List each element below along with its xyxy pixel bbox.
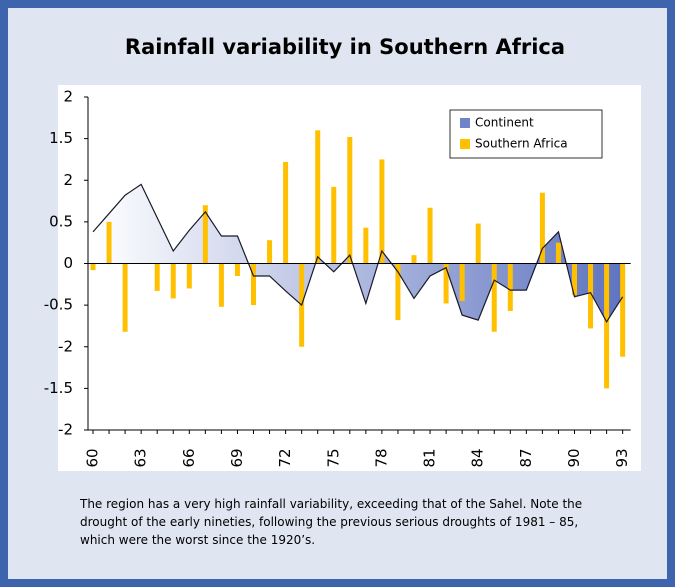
y-tick-label: 2 <box>63 88 73 106</box>
bar <box>170 263 176 299</box>
y-tick-label: -2 <box>58 421 73 439</box>
legend-label: Continent <box>475 116 534 130</box>
y-tick-label: 0.5 <box>49 212 73 230</box>
caption-line: drought of the early nineties, following… <box>80 515 579 529</box>
x-tick-label: 75 <box>324 448 342 467</box>
bar <box>555 242 561 264</box>
bar <box>507 263 513 311</box>
bar <box>491 263 497 332</box>
caption: The region has a very high rainfall vari… <box>80 495 640 549</box>
bar <box>315 130 321 264</box>
bar <box>363 227 369 264</box>
bar <box>106 221 112 264</box>
bar <box>186 263 192 289</box>
bar <box>218 263 224 307</box>
bar <box>620 263 626 357</box>
bar <box>331 186 337 264</box>
chart-title: Rainfall variability in Southern Africa <box>125 35 565 59</box>
bar <box>395 263 401 321</box>
x-tick-label: 90 <box>565 448 583 467</box>
bar <box>267 240 273 264</box>
y-tick-label: -0.5 <box>44 296 73 314</box>
bar <box>379 159 385 264</box>
bar <box>539 192 545 264</box>
bar <box>427 207 433 264</box>
x-tick-label: 72 <box>276 448 294 467</box>
x-tick-label: 81 <box>421 448 439 467</box>
x-tick-label: 84 <box>469 448 487 467</box>
bar <box>572 263 577 296</box>
x-tick-label: 60 <box>84 448 102 467</box>
continent-line <box>92 183 624 323</box>
x-tick-label: 93 <box>613 448 631 467</box>
bar <box>475 223 481 264</box>
x-tick-label: 78 <box>372 448 390 467</box>
bar <box>90 263 96 271</box>
bar <box>604 263 610 389</box>
x-tick-label: 69 <box>228 448 246 467</box>
y-tick-label: 1.5 <box>49 129 73 147</box>
y-tick-label: -2 <box>58 337 73 355</box>
bar <box>347 136 353 264</box>
legend-label: Southern Africa <box>475 137 568 151</box>
legend-swatch <box>460 118 470 128</box>
y-tick-label: -1.5 <box>44 379 73 397</box>
bar <box>154 263 160 291</box>
legend-swatch <box>460 139 470 149</box>
legend-box <box>449 109 603 159</box>
bar <box>443 263 449 304</box>
bar <box>251 263 256 306</box>
x-tick-label: 63 <box>132 448 150 467</box>
bar <box>588 263 594 329</box>
caption-line: which were the worst since the 1920’s. <box>80 533 316 547</box>
bar <box>122 263 128 332</box>
caption-line: The region has a very high rainfall vari… <box>80 497 583 511</box>
bar <box>283 161 289 264</box>
y-tick-label: 2 <box>63 171 73 189</box>
continent-area <box>93 184 623 322</box>
bar <box>202 205 208 264</box>
x-tick-label: 66 <box>180 448 198 467</box>
bar <box>459 263 465 301</box>
y-tick-label: 0 <box>63 254 73 272</box>
bar <box>234 263 240 276</box>
bar <box>411 255 417 264</box>
x-tick-label: 87 <box>517 448 535 467</box>
